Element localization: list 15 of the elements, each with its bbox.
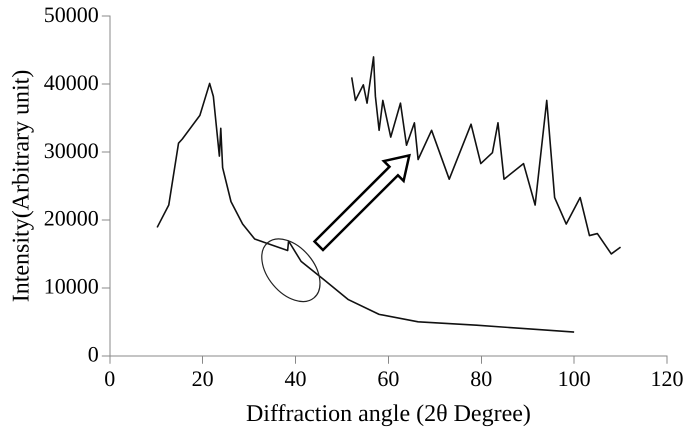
x-tick-label: 0: [104, 366, 116, 391]
x-tick-label: 40: [284, 366, 307, 391]
x-tick-label: 20: [192, 366, 214, 391]
y-tick-label: 20000: [44, 206, 99, 231]
x-tick-label: 100: [558, 366, 591, 391]
y-tick-label: 0: [88, 342, 99, 367]
y-tick-label: 30000: [44, 138, 99, 163]
x-tick-label: 80: [470, 366, 492, 391]
y-axis-title: Intensity(Arbitrary unit): [8, 70, 35, 302]
x-axis-title: Diffraction angle (2θ Degree): [246, 400, 531, 427]
y-tick-label: 10000: [44, 274, 99, 299]
y-tick-label: 50000: [44, 2, 99, 27]
y-tick-label: 40000: [44, 70, 99, 95]
x-tick-label: 120: [650, 366, 684, 391]
x-tick-label: 60: [377, 366, 400, 391]
